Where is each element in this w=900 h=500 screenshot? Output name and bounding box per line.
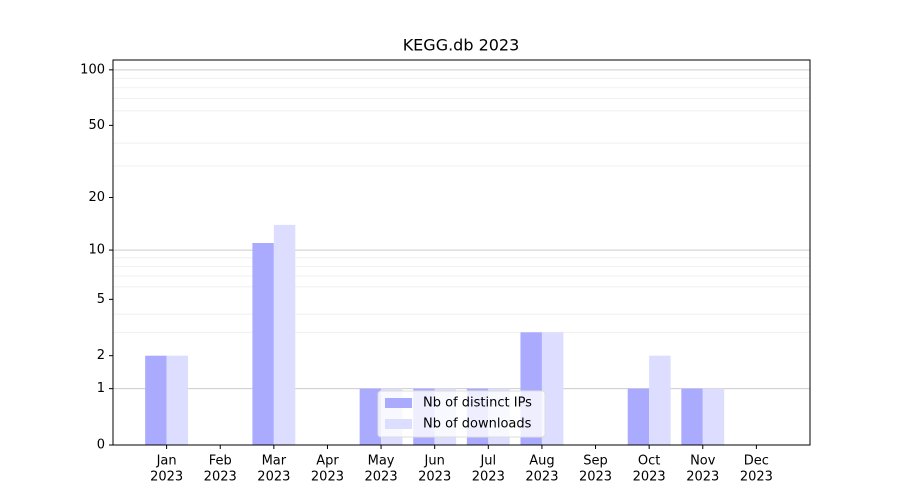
legend: Nb of distinct IPs Nb of downloads (377, 390, 546, 438)
x-tick-label: Jun (424, 454, 445, 469)
x-tick-label: 2023 (633, 470, 666, 485)
bar (145, 355, 167, 445)
x-tick-label: Dec (744, 454, 769, 469)
x-tick-label: Nov (690, 454, 716, 469)
bar (681, 388, 703, 445)
x-tick-label: Aug (529, 454, 554, 469)
plot-frame (112, 59, 811, 446)
x-tick-label: 2023 (150, 470, 183, 485)
x-tick-label: 2023 (472, 470, 505, 485)
bar (541, 332, 564, 445)
x-tick-label: Feb (209, 454, 232, 469)
x-tick-label: Jul (479, 454, 496, 469)
y-tick-label: 5 (97, 292, 105, 307)
x-tick-label: 2023 (525, 470, 558, 485)
bar (702, 388, 725, 445)
grid (113, 69, 810, 390)
x-tick-label: Mar (262, 454, 287, 469)
x-tick-label: 2023 (418, 470, 451, 485)
legend-swatch (385, 398, 412, 408)
x-tick-label: 2023 (204, 470, 237, 485)
bar (166, 355, 189, 445)
x-tick-label: Oct (638, 454, 660, 469)
bar (359, 388, 382, 445)
legend-box (377, 390, 546, 438)
y-tick-label: 2 (97, 348, 105, 363)
x-tick-label: Sep (583, 454, 608, 469)
x-tick-label: 2023 (257, 470, 290, 485)
y-tick-label: 20 (88, 190, 105, 205)
x-tick-label: 2023 (686, 470, 719, 485)
legend-label: Nb of distinct IPs (423, 396, 532, 411)
x-tick-label: May (368, 454, 395, 469)
y-tick-label: 1 (97, 381, 105, 396)
legend-label: Nb of downloads (423, 417, 532, 432)
bar (273, 224, 296, 445)
chart-title: KEGG.db 2023 (403, 36, 520, 55)
x-tick-label: Jan (156, 454, 177, 469)
bar (627, 388, 650, 445)
x-tick-label: 2023 (365, 470, 398, 485)
x-tick-label: 2023 (579, 470, 612, 485)
legend-swatch (385, 419, 412, 429)
x-tick-label: 2023 (740, 470, 773, 485)
y-tick-label: 100 (80, 62, 105, 77)
x-tick-label: Apr (316, 454, 339, 469)
x-tick-label: 2023 (311, 470, 344, 485)
y-tick-label: 10 (88, 243, 105, 258)
bar (252, 243, 274, 445)
y-tick-label: 50 (88, 118, 105, 133)
bar (649, 355, 671, 445)
y-tick-label: 0 (97, 438, 105, 453)
